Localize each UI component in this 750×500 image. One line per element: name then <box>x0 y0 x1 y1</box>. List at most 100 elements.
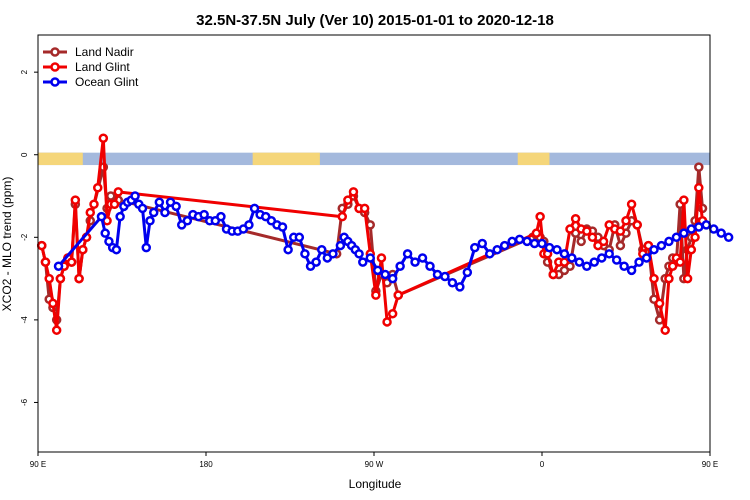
data-point-ocean-glint <box>708 224 719 234</box>
data-point-ocean-glint <box>425 261 435 271</box>
data-point-land-glint <box>654 298 665 309</box>
data-point-ocean-glint <box>694 222 704 232</box>
data-point-land-glint <box>343 195 353 205</box>
data-point-land-glint <box>89 199 99 210</box>
data-point-ocean-glint <box>649 244 659 255</box>
chart-title: 32.5N-37.5N July (Ver 10) 2015-01-01 to … <box>196 12 554 29</box>
data-point-land-glint <box>74 273 84 284</box>
data-point-ocean-glint <box>354 249 364 259</box>
data-point-land-glint <box>632 220 642 230</box>
legend-item-land-nadir: Land Nadir <box>43 45 134 59</box>
data-point-ocean-glint <box>300 249 310 259</box>
data-point-ocean-glint <box>154 197 165 207</box>
data-point-land-glint <box>348 187 359 197</box>
data-point-land-glint <box>535 211 545 222</box>
data-point-ocean-glint <box>365 253 376 263</box>
data-point-land-glint <box>548 269 558 280</box>
data-point-land-glint <box>51 325 62 335</box>
data-point-ocean-glint <box>387 273 398 284</box>
data-point-land-glint <box>109 199 120 210</box>
data-point-ocean-glint <box>544 242 555 253</box>
data-point-ocean-glint <box>316 244 327 255</box>
data-point-ocean-glint <box>171 201 181 212</box>
data-point-land-glint <box>686 244 697 255</box>
x-tick-label: 180 <box>199 460 213 469</box>
y-tick-label: 0 <box>20 152 29 157</box>
data-point-ocean-glint <box>604 249 614 259</box>
data-point-ocean-glint <box>723 232 734 243</box>
data-point-land-glint <box>376 253 387 263</box>
data-point-ocean-glint <box>311 257 321 267</box>
data-point-ocean-glint <box>671 232 682 243</box>
data-point-land-glint <box>675 257 685 267</box>
data-point-ocean-glint <box>182 216 193 226</box>
data-point-land-glint <box>113 187 124 197</box>
data-point-ocean-glint <box>589 257 600 267</box>
data-point-land-glint <box>660 325 670 335</box>
data-point-ocean-glint <box>619 261 629 271</box>
legend-item-land-glint: Land Glint <box>43 60 130 74</box>
data-point-land-glint <box>664 273 674 284</box>
series-layer <box>36 133 734 335</box>
data-point-land-glint <box>92 183 103 193</box>
data-point-ocean-glint <box>244 220 254 230</box>
data-point-ocean-glint <box>477 238 488 249</box>
data-point-ocean-glint <box>358 257 368 267</box>
data-point-land-glint <box>371 290 381 300</box>
data-point-land-glint <box>48 298 58 309</box>
data-point-ocean-glint <box>455 282 465 292</box>
y-tick-label: -4 <box>20 316 29 324</box>
data-point-ocean-glint <box>402 249 413 259</box>
data-point-ocean-glint <box>596 253 607 263</box>
data-point-ocean-glint <box>111 244 122 255</box>
land-ocean-band <box>38 152 710 166</box>
data-point-ocean-glint <box>277 222 288 232</box>
data-point-land-glint <box>70 195 81 205</box>
data-point-land-glint <box>682 273 693 284</box>
legend-swatch-marker <box>50 77 60 87</box>
data-point-ocean-glint <box>249 203 260 214</box>
data-point-land-glint <box>44 273 54 284</box>
data-point-ocean-glint <box>96 211 107 222</box>
data-point-ocean-glint <box>372 265 383 276</box>
data-point-land-glint <box>85 207 96 218</box>
data-point-ocean-glint <box>328 249 338 259</box>
data-point-ocean-glint <box>514 234 525 245</box>
data-point-land-glint <box>337 211 348 222</box>
legend-label: Land Nadir <box>75 45 134 59</box>
y-axis-label: XCO2 - MLO trend (ppm) <box>0 177 14 312</box>
data-point-land-glint <box>565 224 575 234</box>
data-point-ocean-glint <box>100 228 110 238</box>
data-point-ocean-glint <box>141 242 152 253</box>
data-point-land-glint <box>667 261 678 271</box>
y-tick-label: 2 <box>20 69 29 74</box>
x-tick-label: 90 W <box>365 460 384 469</box>
data-point-ocean-glint <box>701 220 712 230</box>
data-point-ocean-glint <box>686 224 697 234</box>
data-point-land-nadir <box>106 191 116 201</box>
data-point-ocean-glint <box>148 207 159 218</box>
data-point-ocean-glint <box>522 236 532 247</box>
data-point-land-glint <box>626 199 637 210</box>
data-point-land-glint <box>621 216 631 226</box>
data-point-land-glint <box>649 273 659 284</box>
land-band-segment <box>38 152 83 166</box>
data-point-land-nadir <box>615 240 626 251</box>
data-point-ocean-glint <box>447 277 458 288</box>
data-point-ocean-glint <box>716 228 726 238</box>
data-point-land-glint <box>98 133 109 143</box>
x-tick-label: 90 E <box>702 460 718 469</box>
data-point-ocean-glint <box>499 240 510 251</box>
x-tick-label: 90 E <box>30 460 46 469</box>
data-point-ocean-glint <box>130 191 140 201</box>
legend-label: Land Glint <box>75 60 130 74</box>
legend-swatch-marker <box>50 47 60 57</box>
data-point-ocean-glint <box>552 244 562 255</box>
data-point-ocean-glint <box>641 253 652 263</box>
data-point-ocean-glint <box>664 236 674 247</box>
data-point-ocean-glint <box>440 271 450 282</box>
legend-label: Ocean Glint <box>75 75 139 89</box>
data-point-land-glint <box>359 203 370 214</box>
data-point-ocean-glint <box>115 211 125 222</box>
